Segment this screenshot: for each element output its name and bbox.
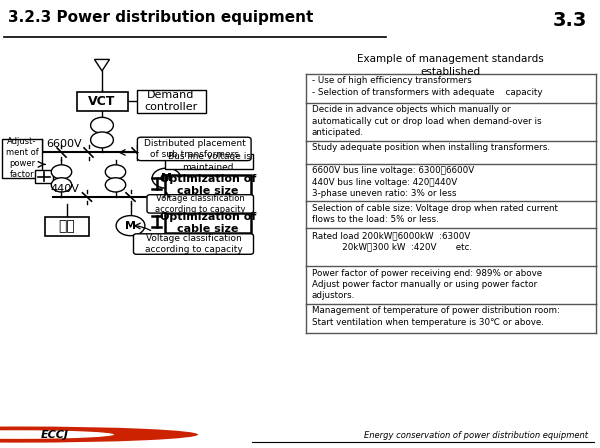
- Circle shape: [51, 178, 72, 192]
- Circle shape: [116, 215, 145, 236]
- FancyBboxPatch shape: [147, 195, 254, 213]
- Text: Distributed placement
of sub transformers: Distributed placement of sub transformer…: [143, 139, 245, 159]
- Text: 6600V: 6600V: [47, 139, 82, 149]
- Text: VCT: VCT: [88, 95, 116, 108]
- Text: Energy conservation of power distribution equipment: Energy conservation of power distributio…: [364, 431, 588, 440]
- FancyBboxPatch shape: [137, 90, 205, 113]
- Circle shape: [51, 165, 72, 179]
- FancyBboxPatch shape: [35, 170, 53, 183]
- Text: Study adequate position when installing transformers.: Study adequate position when installing …: [312, 143, 550, 152]
- Circle shape: [91, 117, 113, 133]
- FancyBboxPatch shape: [77, 92, 128, 111]
- Text: Voltage classification
according to capacity: Voltage classification according to capa…: [145, 234, 242, 254]
- Circle shape: [106, 178, 126, 192]
- FancyBboxPatch shape: [1, 139, 42, 177]
- FancyBboxPatch shape: [133, 234, 253, 254]
- Text: M: M: [161, 173, 172, 183]
- Polygon shape: [95, 60, 110, 71]
- Text: Adjust-
ment of
power
factor: Adjust- ment of power factor: [5, 137, 38, 179]
- Text: Voltage classification
according to capacity: Voltage classification according to capa…: [155, 194, 245, 214]
- FancyBboxPatch shape: [165, 175, 251, 195]
- Text: Demand
controller: Demand controller: [145, 90, 197, 112]
- Text: Selection of cable size: Voltage drop when rated current
flows to the load: 5% o: Selection of cable size: Voltage drop wh…: [312, 204, 558, 224]
- Text: Power factor of power receiving end: 989% or above
Adjust power factor manually : Power factor of power receiving end: 989…: [312, 268, 542, 301]
- Text: Rated load 200kW～6000kW  :6300V
           20kW～300 kW  :420V       etc.: Rated load 200kW～6000kW :6300V 20kW～300 …: [312, 231, 472, 251]
- Circle shape: [91, 132, 113, 148]
- Text: M: M: [125, 221, 136, 231]
- Text: Example of management standards
established: Example of management standards establis…: [356, 54, 544, 78]
- Text: 6600V bus line voltage: 6300～6600V
440V bus line voltage: 420～440V
3-phase uneve: 6600V bus line voltage: 6300～6600V 440V …: [312, 166, 474, 198]
- FancyBboxPatch shape: [137, 137, 251, 161]
- Circle shape: [0, 426, 198, 443]
- Circle shape: [106, 165, 126, 179]
- FancyBboxPatch shape: [165, 154, 253, 169]
- Circle shape: [152, 168, 181, 188]
- FancyBboxPatch shape: [45, 217, 89, 236]
- Text: Bus line voltage is
maintained.: Bus line voltage is maintained.: [168, 151, 251, 172]
- Text: 440V: 440V: [50, 184, 79, 194]
- Text: 3.2.3 Power distribution equipment: 3.2.3 Power distribution equipment: [8, 10, 313, 26]
- Text: ECCJ: ECCJ: [41, 430, 69, 439]
- Text: Management of temperature of power distribution room:
Start ventilation when tem: Management of temperature of power distr…: [312, 306, 560, 327]
- Circle shape: [0, 430, 114, 439]
- Text: Optimization of
cable size: Optimization of cable size: [160, 212, 256, 234]
- Text: - Use of high efficiency transformers
- Selection of transformers with adequate : - Use of high efficiency transformers - …: [312, 76, 542, 97]
- Text: 負荷: 負荷: [59, 220, 75, 233]
- Text: 3.3: 3.3: [553, 11, 587, 30]
- Text: Decide in advance objects which manually or
automatically cut or drop load when : Decide in advance objects which manually…: [312, 105, 542, 138]
- Text: Optimization of
cable size: Optimization of cable size: [160, 174, 256, 196]
- FancyBboxPatch shape: [165, 213, 251, 233]
